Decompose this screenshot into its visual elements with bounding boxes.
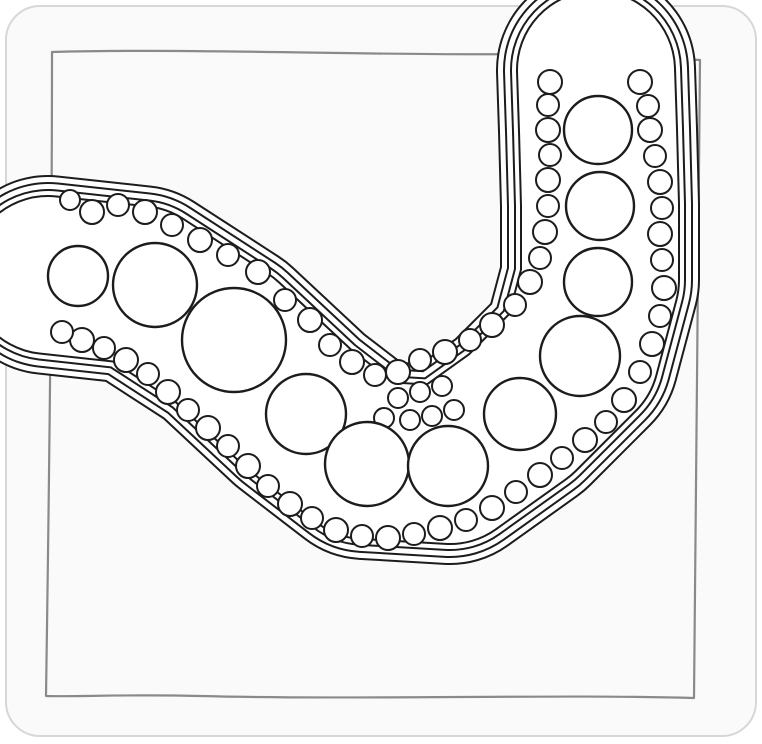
small-bubble [639,331,665,357]
small-bubble [50,320,74,344]
small-bubble [297,307,323,333]
large-bubble [111,241,199,329]
small-bubble [479,312,505,338]
large-bubble [562,94,634,166]
small-bubble [421,405,443,427]
bubble-band [0,0,700,565]
small-bubble [132,199,158,225]
small-bubble [277,491,303,517]
small-bubble [479,495,505,521]
small-bubble [92,336,116,360]
small-bubble [647,169,673,195]
small-bubble [235,453,261,479]
small-bubble [176,398,200,422]
large-bubble [406,424,490,508]
small-bubble [245,259,271,285]
small-bubble [443,399,465,421]
small-bubble [528,246,552,270]
small-bubble [431,375,453,397]
small-bubble [458,328,482,352]
small-bubble [375,525,401,551]
small-bubble [537,69,563,95]
small-bubble [427,515,453,541]
small-bubble [350,524,374,548]
small-bubble [535,117,561,143]
small-bubble [402,522,426,546]
small-bubble [637,117,663,143]
large-bubble [538,314,622,398]
small-bubble [627,69,653,95]
small-bubble [651,275,677,301]
small-bubble [155,379,181,405]
small-bubble [106,193,130,217]
small-bubble [59,189,81,211]
small-bubble [399,409,421,431]
small-bubble [273,288,297,312]
small-bubble [387,387,409,409]
large-bubble [564,170,636,242]
small-bubble [611,387,637,413]
small-bubble [79,199,105,225]
small-bubble [527,462,553,488]
small-bubble [408,348,432,372]
small-bubble [454,508,478,532]
small-bubble [385,359,411,385]
small-bubble [535,167,561,193]
small-bubble [256,474,280,498]
small-bubble [532,219,558,245]
small-bubble [113,347,139,373]
small-bubble [216,434,240,458]
small-bubble [160,213,184,237]
small-bubble [195,415,221,441]
large-bubble [323,420,411,508]
small-bubble [536,194,560,218]
small-bubble [572,427,598,453]
large-bubble [482,376,558,452]
large-bubble [264,372,348,456]
small-bubble [136,362,160,386]
small-bubble [504,480,528,504]
small-bubble [636,94,660,118]
small-bubble [187,227,213,253]
large-bubble [562,246,634,318]
large-bubble [46,244,110,308]
small-bubble [648,304,672,328]
small-bubble [538,143,562,167]
small-bubble [300,506,324,530]
small-bubble [323,517,349,543]
small-bubble [536,93,560,117]
small-bubble [650,248,674,272]
small-bubble [363,363,387,387]
small-bubble [216,243,240,267]
small-bubble [550,446,574,470]
small-bubble [594,410,618,434]
large-bubble [180,286,288,394]
small-bubble [647,221,673,247]
small-bubble [409,381,431,403]
small-bubble [503,293,527,317]
small-bubble [628,360,652,384]
small-bubble [318,333,342,357]
small-bubble [650,196,674,220]
small-bubble [643,144,667,168]
small-bubble [517,269,543,295]
small-bubble [339,349,365,375]
small-bubble [432,339,458,365]
